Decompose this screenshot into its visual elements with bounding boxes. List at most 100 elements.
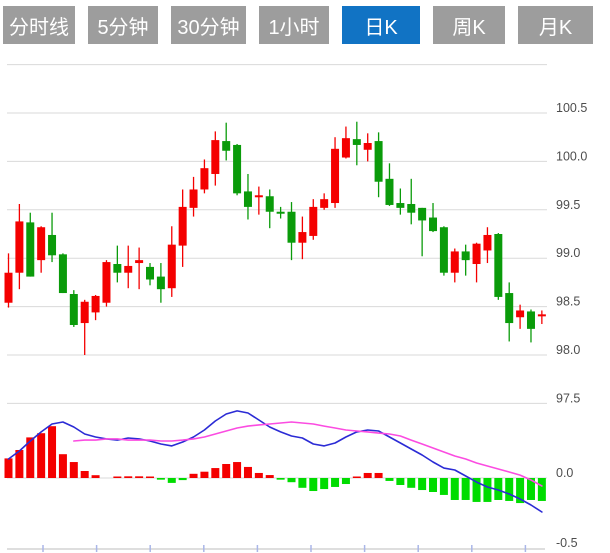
price-axis-label: 99.5 <box>556 198 580 212</box>
macd-histogram-bar <box>418 478 427 491</box>
macd-histogram-bar <box>178 478 187 481</box>
candle-body <box>254 195 263 198</box>
candle-body <box>156 276 165 290</box>
macd-histogram-bar <box>385 478 394 481</box>
candle-body <box>200 168 209 190</box>
macd-histogram-bar <box>211 468 220 478</box>
period-tab-bar: 分时线 5分钟 30分钟 1小时 日K 周K 月K <box>3 6 593 44</box>
candle-body <box>80 301 89 324</box>
candle-body <box>472 243 481 265</box>
macd-histogram-bar <box>461 478 470 500</box>
tab-30min[interactable]: 30分钟 <box>171 6 246 44</box>
macd-histogram-bar <box>167 478 176 483</box>
macd-histogram-bar <box>91 475 100 478</box>
macd-axis-label: 0.0 <box>556 466 573 480</box>
macd-axis-label: -0.5 <box>556 536 578 550</box>
macd-histogram-bar <box>320 478 329 490</box>
macd-histogram-bar <box>276 478 285 480</box>
price-axis-label: 100.5 <box>556 101 587 115</box>
candle-body <box>167 244 176 289</box>
candle-body <box>483 234 492 251</box>
candle-body <box>494 234 503 297</box>
candle-body <box>276 211 285 214</box>
macd-histogram-bar <box>407 478 416 488</box>
macd-histogram-bar <box>265 475 274 478</box>
macd-histogram-bar <box>287 478 296 483</box>
price-axis-label: 98.0 <box>556 343 580 357</box>
macd-histogram-bar <box>396 478 405 485</box>
macd-histogram-bar <box>156 478 165 480</box>
candle-body <box>298 232 307 243</box>
candle-body <box>429 217 438 232</box>
macd-histogram-bar <box>374 472 383 478</box>
price-axis-label: 97.5 <box>556 391 580 405</box>
macd-histogram-bar <box>494 478 503 500</box>
candle-body <box>222 141 231 151</box>
macd-histogram-bar <box>254 472 263 478</box>
macd-histogram-bar <box>48 426 57 478</box>
candle-body <box>407 203 416 213</box>
macd-histogram-bar <box>80 471 89 478</box>
candle-body <box>505 293 514 324</box>
macd-histogram-bar <box>516 478 525 504</box>
candle-body <box>374 141 383 182</box>
candle-body <box>352 139 361 145</box>
candle-body <box>91 295 100 313</box>
price-axis-label: 100.0 <box>556 149 587 163</box>
macd-histogram-bar <box>363 472 372 478</box>
candle-body <box>135 260 144 264</box>
macd-histogram-bar <box>429 478 438 492</box>
tab-monthly-k[interactable]: 月K <box>518 6 593 44</box>
tab-weekly-k[interactable]: 周K <box>433 6 505 44</box>
macd-histogram-bar <box>505 478 514 501</box>
tab-label: 30分钟 <box>177 16 240 39</box>
candle-body <box>211 140 220 174</box>
macd-histogram-bar <box>37 433 46 478</box>
macd-histogram-bar <box>537 478 546 501</box>
candle-body <box>331 148 340 204</box>
macd-histogram-bar <box>352 476 361 478</box>
candle-body <box>341 138 350 158</box>
candle-body <box>320 199 329 208</box>
candle-body <box>4 272 13 303</box>
macd-histogram-bar <box>15 450 24 478</box>
tab-label: 周K <box>452 16 486 39</box>
macd-histogram-bar <box>439 478 448 495</box>
tab-label: 日K <box>364 16 398 39</box>
candle-body <box>113 264 122 273</box>
macd-histogram-bar <box>135 476 144 478</box>
tab-label: 1小时 <box>268 16 320 39</box>
candle-body <box>537 314 546 317</box>
tab-5min[interactable]: 5分钟 <box>88 6 158 44</box>
tab-timeline[interactable]: 分时线 <box>3 6 75 44</box>
macd-dea-line <box>73 421 543 487</box>
price-axis-label: 99.0 <box>556 246 580 260</box>
macd-histogram-bar <box>200 471 209 478</box>
candle-body <box>461 251 470 261</box>
macd-histogram-bar <box>298 478 307 488</box>
candle-body <box>439 227 448 273</box>
macd-histogram-bar <box>243 466 252 478</box>
macd-histogram-bar <box>146 476 155 478</box>
candle-body <box>48 234 57 256</box>
price-axis-label: 98.5 <box>556 295 580 309</box>
candle-body <box>37 227 46 261</box>
tab-label: 5分钟 <box>97 16 149 39</box>
macd-histogram-bar <box>26 437 35 478</box>
macd-histogram-bar <box>341 478 350 485</box>
candle-body <box>102 262 111 303</box>
macd-histogram-bar <box>450 478 459 500</box>
tab-1hour[interactable]: 1小时 <box>259 6 329 44</box>
tab-label: 分时线 <box>9 16 69 39</box>
candle-body <box>26 222 35 277</box>
tab-daily-k[interactable]: 日K <box>342 6 420 44</box>
macd-histogram-bar <box>483 478 492 502</box>
candle-body <box>363 143 372 150</box>
candle-body <box>385 178 394 205</box>
macd-histogram-bar <box>233 462 242 478</box>
macd-histogram-bar <box>526 478 535 500</box>
candle-body <box>287 211 296 243</box>
macd-histogram-bar <box>331 478 340 487</box>
